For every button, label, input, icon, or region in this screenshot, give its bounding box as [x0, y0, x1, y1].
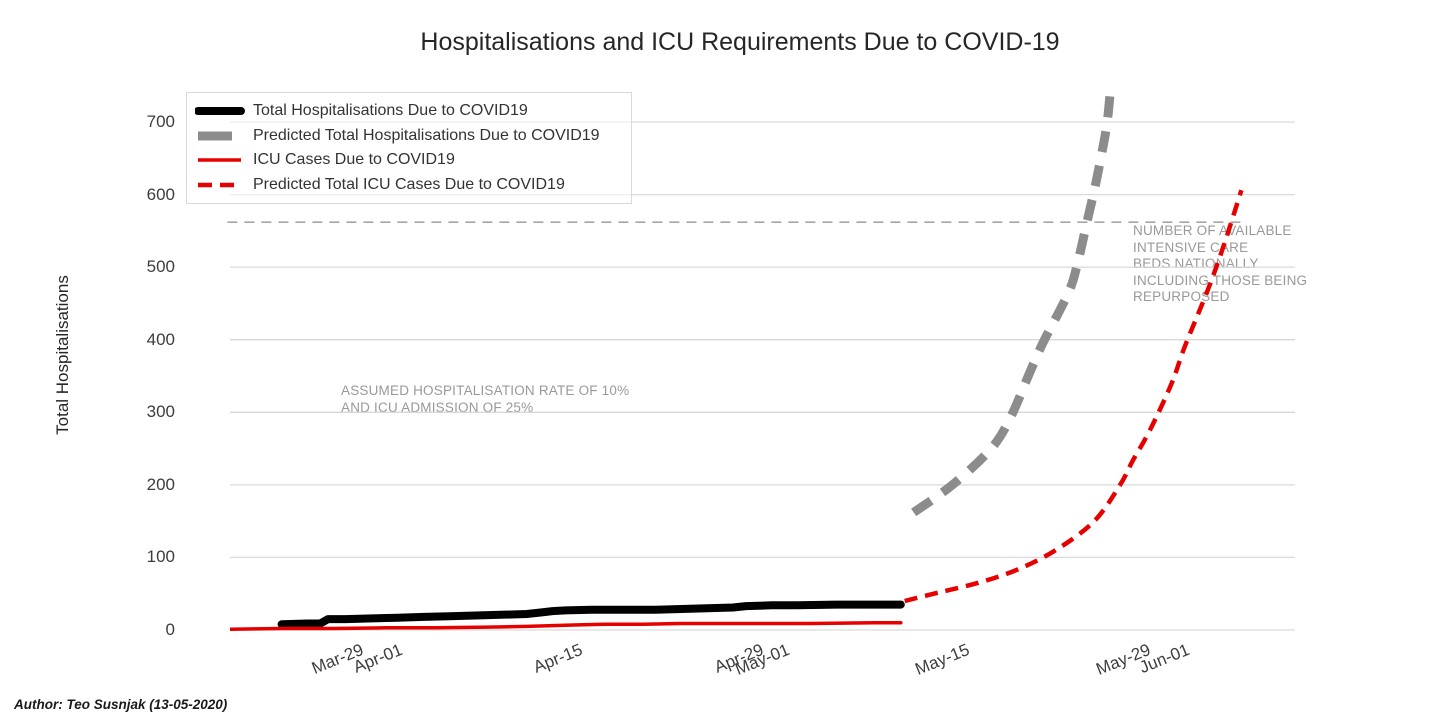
y-axis-title: Total Hospitalisations: [53, 275, 72, 435]
annotation-assumed-rate: ASSUMED HOSPITALISATION RATE OF 10% AND …: [341, 383, 630, 415]
legend-label: Total Hospitalisations Due to COVID19: [253, 102, 528, 120]
legend-item-2: ICU Cases Due to COVID19: [195, 148, 621, 173]
x-tick-label-apr-15: Apr-15: [530, 640, 586, 677]
legend-swatch-solid-icon: [195, 107, 245, 116]
legend-label: ICU Cases Due to COVID19: [253, 151, 455, 169]
y-tick-label-500: 500: [146, 257, 175, 277]
y-tick-label-700: 700: [146, 112, 175, 131]
legend-swatch-dashed-icon: [198, 182, 241, 187]
y-tick-label-200: 200: [146, 474, 175, 494]
y-tick-label-100: 100: [146, 547, 175, 567]
series-line-2-icu-cases-due-to-covid19: [230, 620, 903, 632]
author-note: Author: Teo Susnjak (13-05-2020): [14, 697, 228, 712]
legend: Total Hospitalisations Due to COVID19 Pre…: [186, 92, 632, 204]
legend-label: Predicted Total ICU Cases Due to COVID19: [253, 175, 565, 193]
y-tick-label-600: 600: [146, 184, 175, 204]
y-tick-label-0: 0: [165, 620, 175, 639]
legend-item-1: Predicted Total Hospitalisations Due to …: [195, 124, 621, 149]
legend-label: Predicted Total Hospitalisations Due to …: [253, 126, 600, 144]
x-tick-label-may-15: May-15: [912, 640, 973, 679]
chart-title: Hospitalisations and ICU Requirements Du…: [420, 28, 1060, 56]
y-tick-label-400: 400: [146, 329, 175, 349]
annotation-icu-beds: NUMBER OF AVAILABLE INTENSIVE CARE BEDS …: [1133, 223, 1308, 304]
legend-swatch-solid-icon: [198, 158, 241, 162]
series-line-0-total-hospitalisations-due-to-covid19: [277, 600, 905, 629]
legend-item-0: Total Hospitalisations Due to COVID19: [195, 99, 621, 124]
legend-item-3: Predicted Total ICU Cases Due to COVID19: [195, 173, 621, 198]
series-line-1-predicted-total-hospitalisations-due-to-covid19: [911, 83, 1116, 517]
y-tick-label-300: 300: [146, 402, 175, 422]
legend-swatch-dashed-icon: [198, 131, 232, 141]
